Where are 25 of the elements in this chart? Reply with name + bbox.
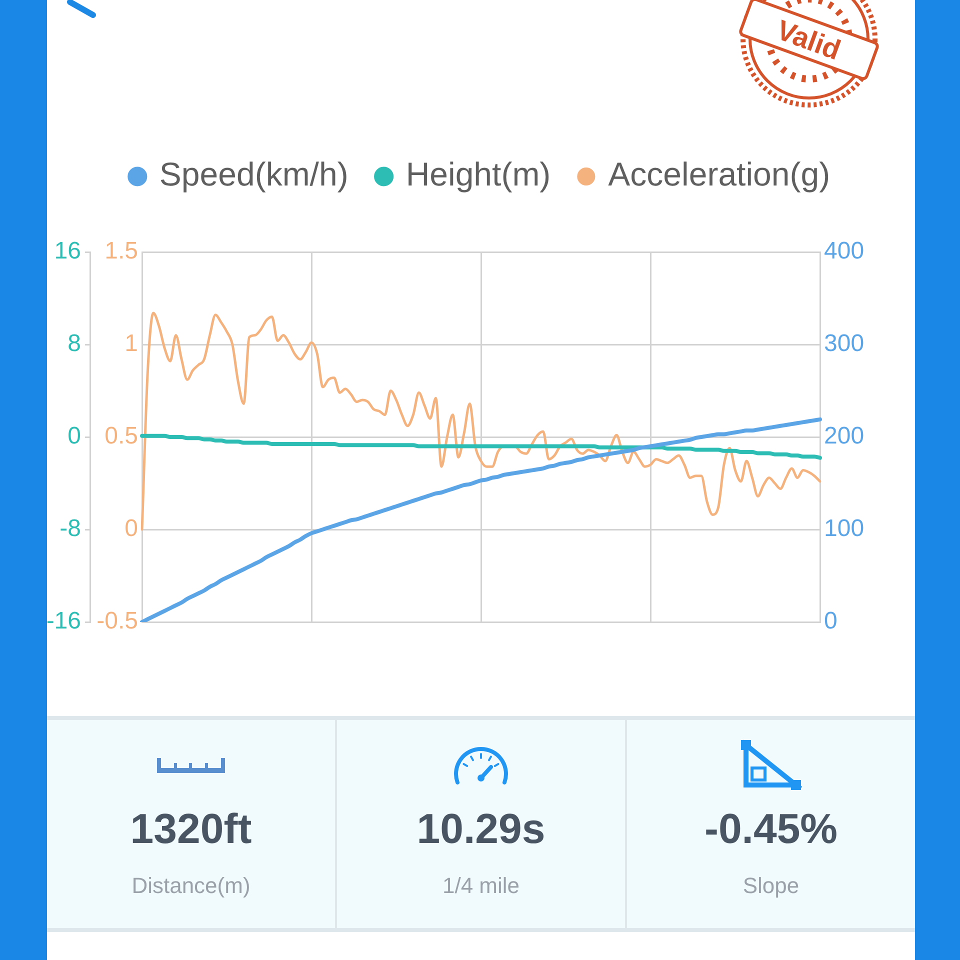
text: Distance(m): [132, 873, 250, 898]
text: 1/4 mile: [442, 873, 520, 898]
y2-tick-label: 300: [824, 330, 864, 358]
text: Slope: [742, 873, 800, 898]
y3-tick-label: -8: [60, 515, 81, 542]
text: -0.45%: [704, 805, 838, 852]
y3-tick-label: 8: [68, 330, 81, 358]
y-tick-label: 1.5: [104, 238, 138, 265]
y3-tick-label: 0: [68, 422, 81, 450]
legend-label: Height(m): [406, 156, 551, 193]
y2-tick-label: 100: [824, 515, 864, 542]
legend-label: Acceleration(g): [608, 156, 830, 193]
y-tick-label: 0: [124, 515, 138, 542]
stamp: Valid: [738, 0, 880, 110]
y-tick-label: 0.5: [104, 422, 138, 450]
text: 1320ft: [130, 805, 252, 852]
y2-tick-label: 200: [824, 422, 864, 450]
y2-tick-label: 0: [824, 608, 838, 635]
y-tick-label: -0.5: [96, 608, 138, 635]
y2-tick-label: 400: [824, 238, 864, 265]
text: 10.29s: [416, 805, 546, 852]
legend-label: Speed(km/h): [159, 156, 348, 193]
y3-tick-label: 16: [54, 238, 81, 265]
y3-tick-label: -16: [46, 608, 81, 635]
y-tick-label: 1: [124, 330, 138, 358]
